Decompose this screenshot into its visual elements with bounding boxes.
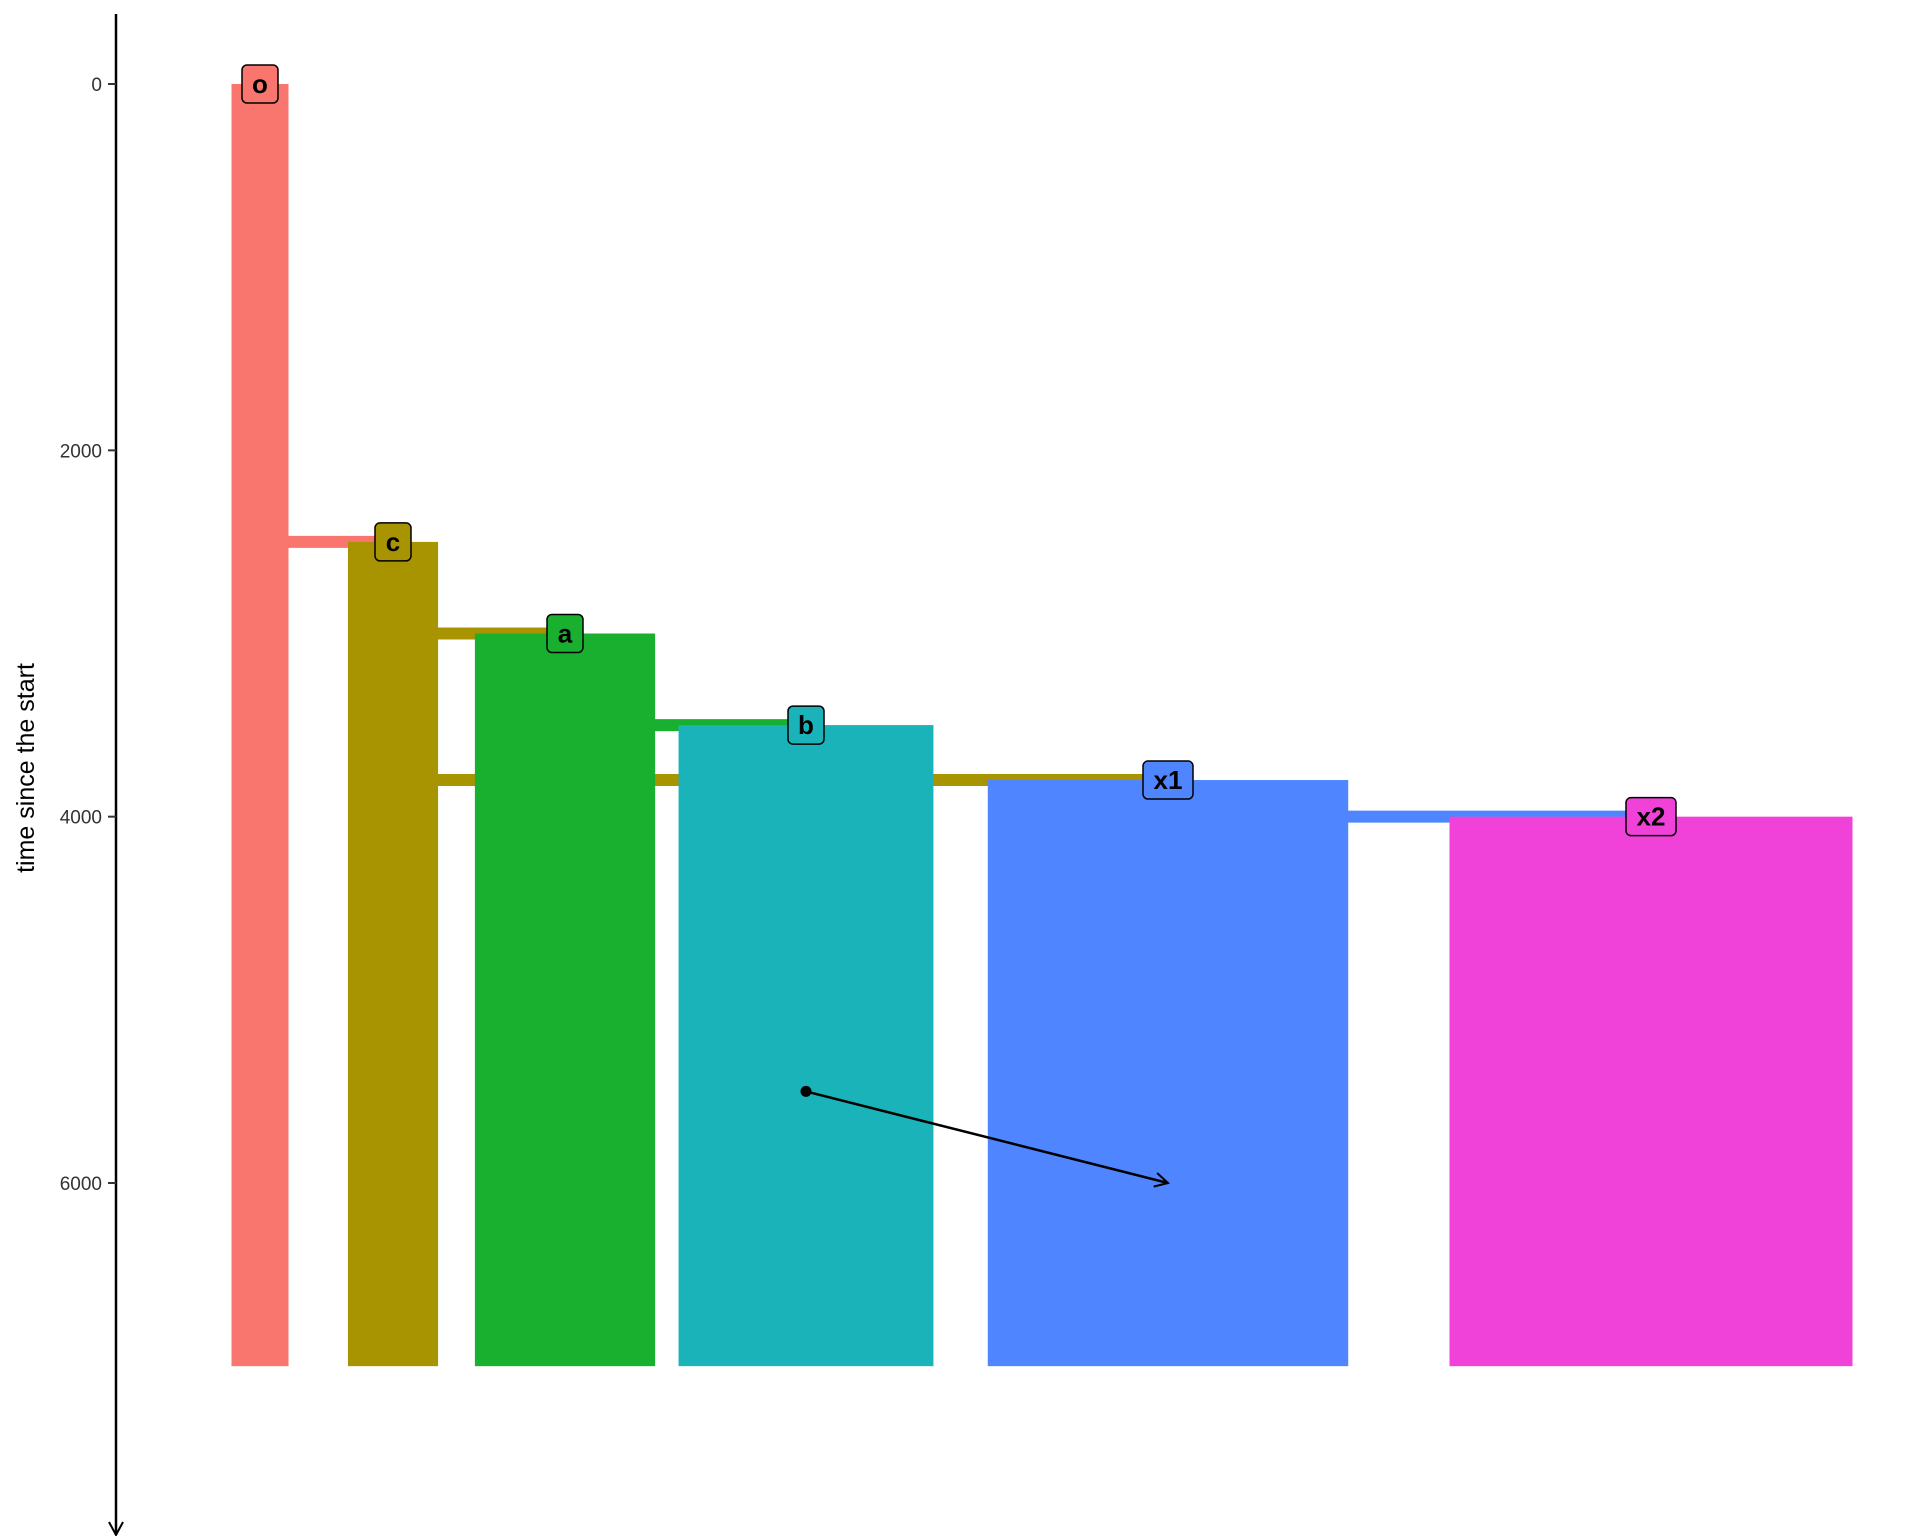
gene-flow-arrow-b-x1 (805, 1090, 1168, 1183)
population-label-x2: x2 (1637, 802, 1666, 832)
y-tick-label: 2000 (60, 441, 102, 462)
population-block-b (678, 725, 934, 1367)
population-label-box-x1 (1142, 760, 1194, 800)
y-tick-label: 4000 (60, 808, 102, 829)
population-label-box-o (241, 64, 279, 104)
y-tick-label: 6000 (60, 1174, 102, 1195)
population-blocks (231, 84, 1853, 1367)
population-block-x1 (987, 780, 1349, 1367)
population-label-b: b (798, 710, 814, 740)
gene-flow-arrows (800, 1085, 1169, 1183)
population-label-box-b (787, 705, 825, 745)
population-block-x2 (1449, 816, 1853, 1367)
y-axis-title: time since the start (12, 663, 40, 873)
population-label-o: o (252, 69, 268, 99)
population-label-box-x2 (1625, 796, 1677, 837)
population-label-box-c (374, 522, 412, 562)
population-label-box-a (546, 613, 584, 654)
population-label-c: c (386, 527, 400, 557)
split-connectors (260, 535, 1651, 823)
y-axis: 0 2000 4000 6000 time since the start (12, 14, 116, 1535)
population-labels: o c a b x1 x2 (241, 64, 1677, 837)
population-block-o (231, 84, 289, 1367)
y-axis-ticks: 0 2000 4000 6000 (60, 75, 116, 1195)
population-label-a: a (558, 619, 573, 649)
population-block-c (347, 541, 439, 1367)
population-block-a (474, 633, 656, 1367)
population-label-x1: x1 (1154, 765, 1183, 795)
y-tick-label: 0 (91, 75, 102, 96)
